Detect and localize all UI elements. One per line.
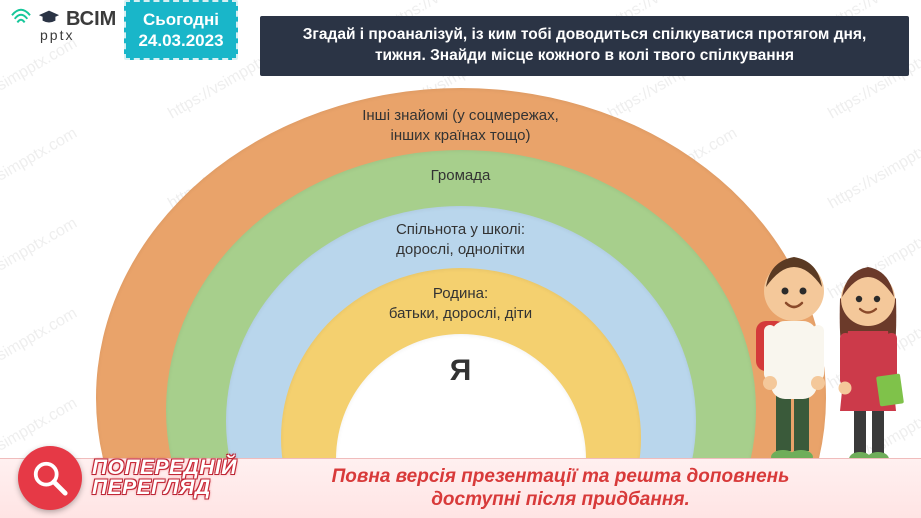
diagram-center-label: Я	[450, 354, 472, 388]
date-badge-label: Сьогодні	[143, 9, 219, 30]
date-badge-date: 24.03.2023	[138, 30, 223, 51]
slide-title-text: Згадай і проаналізуй, із ким тобі доводи…	[278, 25, 891, 67]
preview-badge: ПОПЕРЕДНІЙ ПЕРЕГЛЯД	[18, 446, 237, 510]
girl-figure	[839, 267, 904, 475]
preview-badge-text: ПОПЕРЕДНІЙ ПЕРЕГЛЯД	[92, 458, 237, 498]
wifi-icon	[10, 8, 32, 31]
preview-line2: ПЕРЕГЛЯД	[92, 478, 237, 498]
date-badge: Сьогодні 24.03.2023	[124, 0, 238, 60]
boy-figure	[756, 257, 825, 473]
logo-block: ВСІМ pptx	[0, 0, 120, 43]
diagram-ring-label-1: Громада	[291, 166, 631, 186]
magnifier-icon	[18, 446, 82, 510]
preview-line1: ПОПЕРЕДНІЙ	[92, 458, 237, 478]
logo-sub-text: pptx	[40, 27, 74, 43]
slide-title-bar: Згадай і проаналізуй, із ким тобі доводи…	[260, 16, 909, 76]
children-illustration	[746, 243, 911, 478]
diagram-ring-label-2: Спільнота у школі:дорослі, однолітки	[291, 220, 631, 261]
diagram-ring-label-3: Родина:батьки, дорослі, діти	[291, 284, 631, 325]
diagram-ring-label-0: Інші знайомі (у соцмережах,інших країнах…	[291, 106, 631, 147]
